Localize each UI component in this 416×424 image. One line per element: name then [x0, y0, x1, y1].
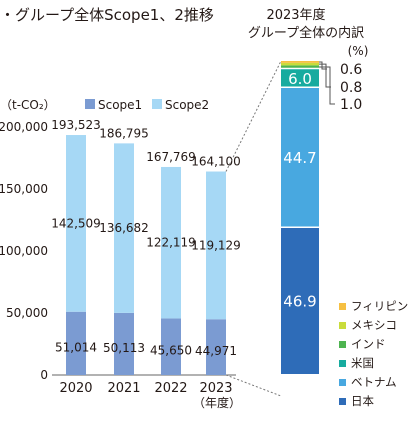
y-tick-label: 200,000: [0, 120, 48, 134]
legend-label: ベトナム: [351, 375, 397, 389]
bar-scope2: [206, 171, 226, 320]
bar-scope1: [206, 319, 226, 375]
main-chart-title: ・グループ全体Scope1、2推移: [0, 6, 214, 24]
scope2-value-label: 136,682: [99, 221, 149, 235]
scope-bars: 51,014 142,509 193,523 2020 50,113 136,682 186…: [51, 118, 241, 396]
connector-line: [225, 374, 282, 397]
breakdown-title-year: 2023年度: [266, 7, 325, 23]
bar-scope2: [66, 135, 86, 312]
legend-swatch: [339, 379, 346, 386]
x-tick-label: 2022: [154, 381, 187, 396]
legend-label-scope1: Scope1: [98, 98, 142, 112]
y-tick-label: 50,000: [6, 306, 48, 320]
legend-label: インド: [351, 337, 386, 351]
breakdown-bar: 46.9 44.7 6.0 0.6 0.81.0: [225, 60, 362, 397]
legend-swatch: [339, 341, 346, 348]
x-tick-label: 2021: [107, 381, 140, 396]
breakdown-segment: [281, 62, 319, 66]
bar-scope1: [114, 312, 134, 375]
connector-line: [225, 60, 282, 172]
legend-swatch-scope1: [85, 99, 95, 109]
total-value-label: 193,523: [51, 118, 101, 132]
breakdown-unit: (%): [348, 44, 369, 58]
scope2-value-label: 122,119: [146, 236, 196, 250]
y-tick-label: 0: [40, 368, 48, 382]
leader-line: [319, 61, 327, 70]
breakdown-segment: [281, 68, 319, 88]
bar-scope2: [114, 143, 134, 313]
legend-label: メキシコ: [351, 318, 397, 332]
bar-scope1: [161, 318, 181, 375]
unit-label: （t-CO₂）: [0, 98, 56, 112]
total-value-label: 164,100: [191, 155, 241, 169]
breakdown-segment: [281, 61, 319, 63]
scope1-value-label: 45,650: [150, 344, 192, 358]
x-axis-unit: （年度）: [193, 395, 241, 410]
legend-label-scope2: Scope2: [165, 98, 209, 112]
segment-value-label: 0.8: [340, 80, 362, 96]
scope1-value-label: 44,971: [195, 344, 237, 358]
x-tick-label: 2023: [199, 381, 232, 396]
x-tick-label: 2020: [59, 381, 92, 396]
breakdown-segment: [281, 65, 319, 69]
breakdown-segment: [281, 87, 319, 228]
scope1-value-label: 51,014: [55, 340, 97, 354]
breakdown-segment: [281, 227, 319, 374]
bar-scope2: [161, 166, 181, 319]
legend-swatch: [339, 398, 346, 405]
legend-swatch: [339, 360, 346, 367]
bar-scope1: [66, 311, 86, 375]
leader-line: [319, 63, 331, 88]
segment-value-label: 0.6: [340, 62, 362, 78]
scope2-value-label: 119,129: [191, 238, 241, 252]
leader-line: [319, 66, 335, 105]
scope1-value-label: 50,113: [103, 341, 145, 355]
segment-value-label: 46.9: [283, 293, 316, 311]
segment-value-label: 1.0: [340, 97, 362, 113]
legend-label: 日本: [351, 394, 374, 408]
y-axis: 0 50,000 100,000 150,000 200,000: [0, 120, 236, 382]
segment-value-label: 44.7: [283, 149, 316, 167]
segment-value-label: 6.0: [288, 70, 312, 88]
breakdown-title: グループ全体の内訳: [248, 25, 364, 41]
total-value-label: 167,769: [146, 150, 196, 164]
legend-swatch: [339, 303, 346, 310]
y-tick-label: 150,000: [0, 182, 48, 196]
total-value-label: 186,795: [99, 126, 149, 140]
legend-label: 米国: [351, 356, 374, 370]
legend: Scope1 Scope2: [85, 98, 209, 112]
legend-swatch-scope2: [152, 99, 162, 109]
legend-label: フィリピン: [351, 299, 408, 313]
y-tick-label: 100,000: [0, 244, 48, 258]
scope2-value-label: 142,509: [51, 216, 101, 230]
legend-swatch: [339, 322, 346, 329]
